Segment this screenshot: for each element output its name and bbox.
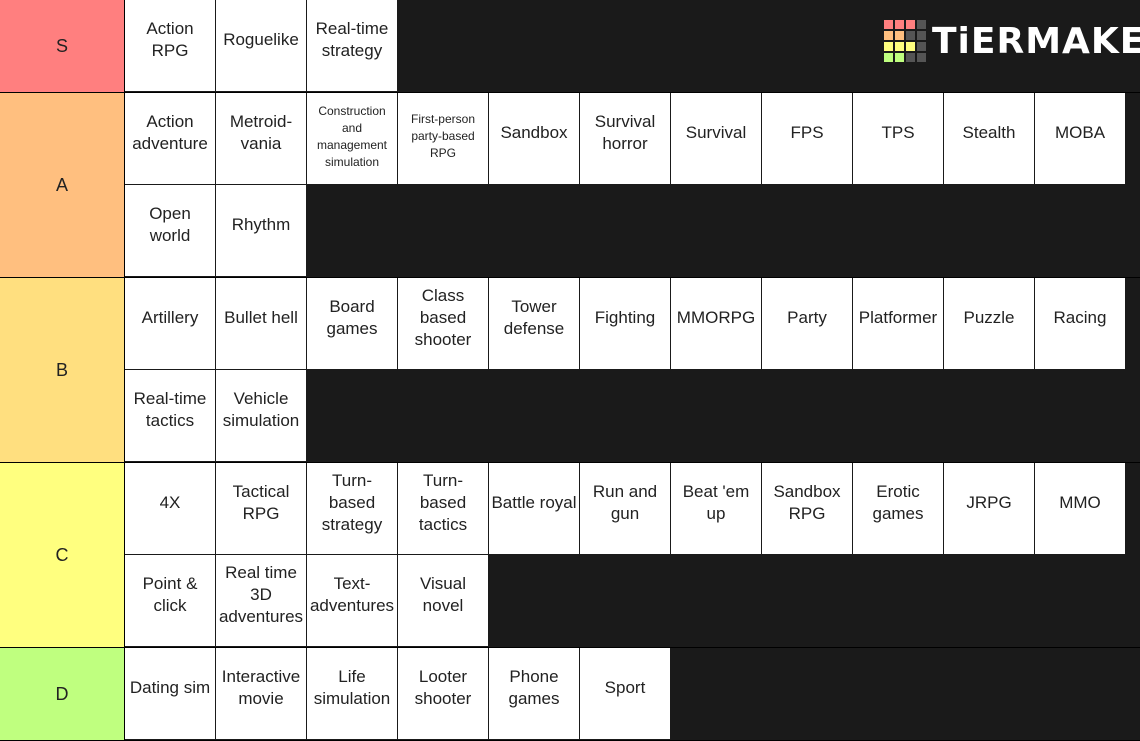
tier-item: Vehicle simulation — [216, 370, 306, 461]
tier-item: Point & click — [125, 555, 215, 646]
tier-item: Real-time strategy — [307, 0, 397, 91]
tier-item: Construction and management simulation — [307, 93, 397, 184]
tier-item: Bullet hell — [216, 278, 306, 369]
tier-item: Turn-based tactics — [398, 463, 488, 554]
tier-item: Real-time tactics — [125, 370, 215, 461]
tier-item: FPS — [762, 93, 852, 184]
tier-label: C — [0, 463, 125, 647]
tier-item: Sport — [580, 648, 670, 739]
tier-item: Run and gun — [580, 463, 670, 554]
tier-item: Turn-based strategy — [307, 463, 397, 554]
tier-row: A Action adventure Metroid-vania Constructi… — [0, 93, 1140, 278]
tier-item: Rhythm — [216, 185, 306, 276]
tier-item: 4X — [125, 463, 215, 554]
tier-items: Action RPG Roguelike Real-time strategy — [125, 0, 1140, 92]
tier-item: Battle royal — [489, 463, 579, 554]
tier-row: B Artillery Bullet hell Board games Class ba… — [0, 278, 1140, 463]
tier-row: D Dating sim Interactive movie Life simulat… — [0, 648, 1140, 741]
tier-item: First-person party-based RPG — [398, 93, 488, 184]
logo: TiERMAKER — [884, 20, 1140, 62]
tier-item: Looter shooter — [398, 648, 488, 739]
tier-item: Action RPG — [125, 0, 215, 91]
tier-item: Class based shooter — [398, 278, 488, 369]
tier-label: S — [0, 0, 125, 92]
tier-item: Board games — [307, 278, 397, 369]
tier-item: Survival horror — [580, 93, 670, 184]
logo-text: TiERMAKER — [932, 20, 1140, 62]
tier-item: MMORPG — [671, 278, 761, 369]
tier-item: Fighting — [580, 278, 670, 369]
tier-item: Real time 3D adventures — [216, 555, 306, 646]
tier-item: TPS — [853, 93, 943, 184]
tier-item: Puzzle — [944, 278, 1034, 369]
tier-item: Stealth — [944, 93, 1034, 184]
logo-icon — [884, 20, 926, 62]
tier-item: Interactive movie — [216, 648, 306, 739]
tier-items: Action adventure Metroid-vania Constructio… — [125, 93, 1140, 277]
tier-item: Tower defense — [489, 278, 579, 369]
tier-item: Sandbox — [489, 93, 579, 184]
tier-item: Racing — [1035, 278, 1125, 369]
tier-item: Life simulation — [307, 648, 397, 739]
tier-item: Roguelike — [216, 0, 306, 91]
tier-item: Open world — [125, 185, 215, 276]
tier-item: Visual novel — [398, 555, 488, 646]
tier-row: S Action RPG Roguelike Real-time strategy — [0, 0, 1140, 93]
tier-item: Sandbox RPG — [762, 463, 852, 554]
tier-item: Dating sim — [125, 648, 215, 739]
tier-item: Action adventure — [125, 93, 215, 184]
tier-items: Dating sim Interactive movie Life simulati… — [125, 648, 1140, 740]
tier-item: Erotic games — [853, 463, 943, 554]
tier-items: 4X Tactical RPG Turn-based strategy Turn-ba… — [125, 463, 1140, 647]
tier-item: Beat 'em up — [671, 463, 761, 554]
tier-item: Metroid-vania — [216, 93, 306, 184]
tier-item: Text-adventures — [307, 555, 397, 646]
tier-label: B — [0, 278, 125, 462]
tier-row: C 4X Tactical RPG Turn-based strategy Turn-b… — [0, 463, 1140, 648]
tier-item: Tactical RPG — [216, 463, 306, 554]
tier-item: Artillery — [125, 278, 215, 369]
tier-item: Survival — [671, 93, 761, 184]
tier-label: A — [0, 93, 125, 277]
tier-item: Platformer — [853, 278, 943, 369]
tier-item: Party — [762, 278, 852, 369]
tier-label: D — [0, 648, 125, 740]
tier-item: JRPG — [944, 463, 1034, 554]
tier-items: Artillery Bullet hell Board games Class bas… — [125, 278, 1140, 462]
tier-item: MOBA — [1035, 93, 1125, 184]
tier-item: MMO — [1035, 463, 1125, 554]
tier-item: Phone games — [489, 648, 579, 739]
